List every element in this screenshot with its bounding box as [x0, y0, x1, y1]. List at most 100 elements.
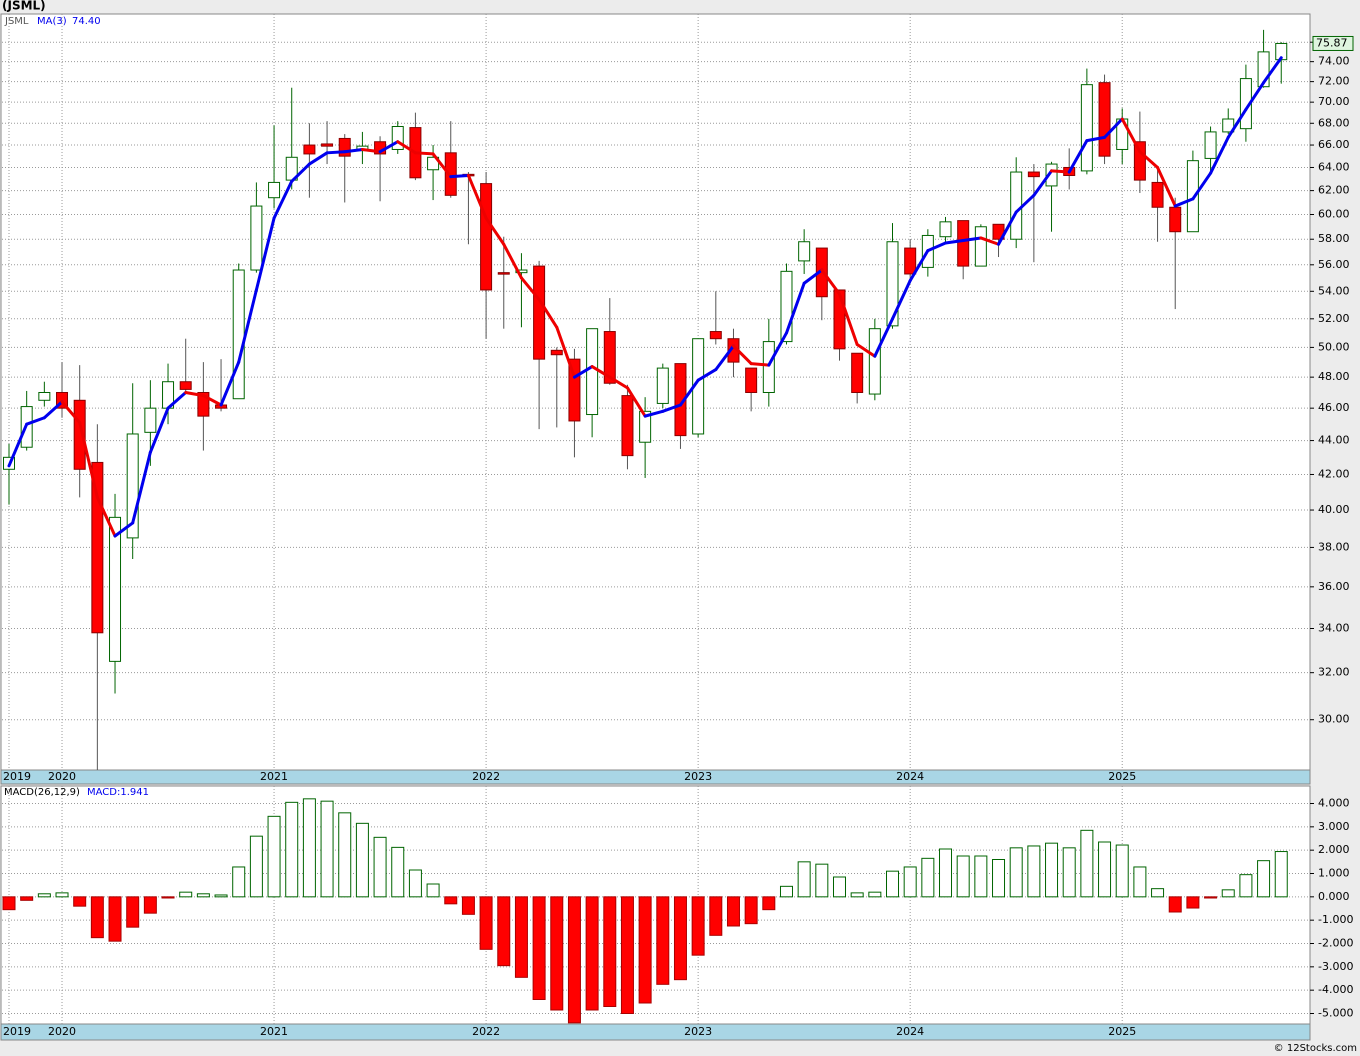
ma-segment	[272, 179, 294, 220]
macd-bar	[603, 896, 617, 1007]
candle-body	[851, 352, 864, 393]
ma-segment	[1226, 107, 1248, 139]
macd-bar	[1186, 896, 1200, 909]
candle-body	[533, 265, 546, 360]
macd-bar	[249, 835, 263, 898]
candle-body	[1010, 171, 1023, 240]
ma-segment	[590, 365, 612, 379]
ma-segment	[325, 150, 347, 155]
candle-body	[780, 270, 793, 343]
macd-bar	[1168, 896, 1182, 913]
ma-segment	[1067, 139, 1089, 174]
ma-segment	[537, 297, 559, 329]
y-tick-label: 64.00	[1318, 160, 1350, 173]
x-tick-label: 2024	[896, 1025, 924, 1038]
candle-body	[38, 391, 51, 401]
macd-bar	[691, 896, 705, 956]
ma-segment	[7, 422, 29, 468]
candle-body	[56, 391, 69, 409]
ma-segment	[219, 360, 241, 407]
macd-bar	[815, 863, 829, 898]
x-tick-label: 2025	[1108, 1025, 1136, 1038]
macd-bar	[320, 800, 334, 898]
y-tick-label: -2.000	[1318, 937, 1353, 950]
candle-body	[250, 205, 263, 271]
ma-segment	[1103, 117, 1124, 139]
macd-bar	[126, 896, 140, 928]
macd-bar	[179, 891, 193, 898]
ma-segment	[484, 216, 506, 246]
x-tick-label: 2023	[684, 1025, 712, 1038]
y-tick-label: 1.000	[1318, 867, 1350, 880]
macd-bar	[1009, 847, 1023, 898]
y-tick-label: 48.00	[1318, 370, 1350, 383]
ma-segment	[42, 400, 64, 420]
candle-body	[1186, 160, 1199, 233]
x-tick-label: 2021	[260, 770, 288, 783]
x-tick-label: 2022	[472, 770, 500, 783]
y-tick-label: 30.00	[1318, 713, 1350, 726]
macd-bar	[1151, 888, 1165, 898]
y-tick-label: 0.000	[1318, 890, 1350, 903]
ma-segment	[767, 331, 788, 367]
y-tick-label: 72.00	[1318, 75, 1350, 88]
candle-body	[656, 367, 669, 404]
candle-body	[391, 126, 404, 150]
macd-bar	[638, 896, 652, 1004]
ma-segment	[1262, 56, 1283, 85]
y-tick-label: 68.00	[1318, 116, 1350, 129]
macd-name: MACD(26,12,9)	[4, 787, 80, 798]
year-strip	[0, 769, 1311, 785]
macd-bar	[903, 866, 917, 898]
y-tick-label: 34.00	[1318, 621, 1350, 634]
macd-bar	[550, 896, 564, 1011]
ma-segment	[1173, 197, 1195, 208]
ma-segment	[413, 151, 435, 156]
macd-bar	[1062, 847, 1076, 898]
candle-body	[91, 461, 104, 634]
candle-body	[126, 433, 139, 539]
ma-segment	[25, 416, 46, 426]
candle-body	[1045, 163, 1058, 187]
candle-body	[1222, 118, 1235, 133]
macd-bar	[1274, 851, 1288, 898]
candle-body	[550, 349, 563, 356]
ma-segment	[926, 241, 948, 253]
y-tick-label: 3.000	[1318, 820, 1350, 833]
ma-segment	[1244, 81, 1266, 111]
ma-segment	[1032, 169, 1054, 197]
candle-body	[1080, 84, 1093, 172]
macd-bar	[1115, 844, 1129, 898]
y-tick-label: 32.00	[1318, 666, 1350, 679]
ma-segment	[378, 140, 400, 154]
macd-bar	[444, 896, 458, 905]
macd-bar	[532, 896, 546, 1000]
candle-body	[762, 341, 775, 393]
x-tick-label: 2020	[48, 1025, 76, 1038]
macd-bar	[373, 836, 387, 898]
macd-bar	[779, 885, 793, 898]
ma-segment	[201, 394, 223, 407]
ma-segment	[661, 403, 682, 413]
candle-body	[568, 358, 581, 422]
macd-bar	[797, 861, 811, 898]
macd-bar	[338, 812, 352, 898]
y-tick-label: 36.00	[1318, 580, 1350, 593]
candle-body	[939, 221, 952, 238]
macd-bar	[585, 896, 599, 1011]
ma-segment	[643, 409, 665, 418]
macd-bar	[656, 896, 670, 985]
y-tick-label: 50.00	[1318, 340, 1350, 353]
x-tick-label: 2023	[684, 770, 712, 783]
ma-segment	[1138, 150, 1160, 169]
candle-body	[957, 220, 970, 267]
macd-bar	[90, 896, 104, 939]
macd-bar	[55, 892, 69, 898]
candle-body	[1204, 131, 1217, 159]
y-tick-label: -1.000	[1318, 913, 1353, 926]
macd-bar	[232, 866, 246, 898]
ma-segment	[696, 368, 718, 382]
candle-body	[798, 241, 811, 262]
ma-segment	[184, 390, 205, 398]
